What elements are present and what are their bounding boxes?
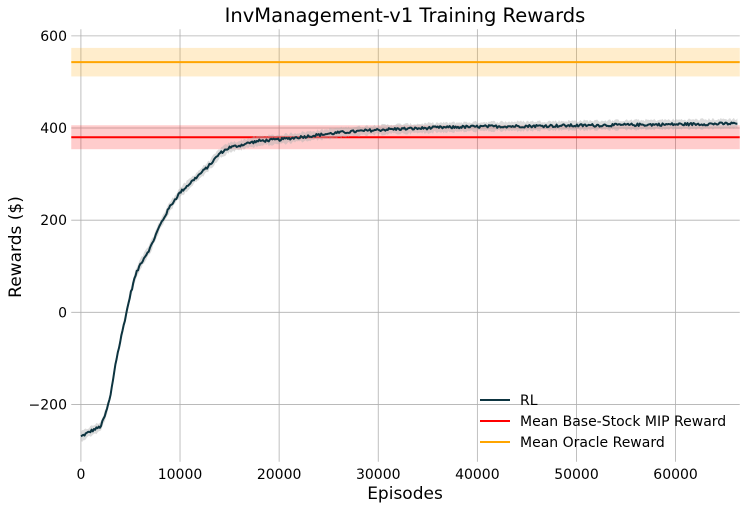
legend-label-mean-base-stock-mip-reward: Mean Base-Stock MIP Reward xyxy=(520,414,726,430)
legend-label-mean-oracle-reward: Mean Oracle Reward xyxy=(520,435,665,451)
x-tick-label: 40000 xyxy=(455,467,500,483)
x-tick-label: 60000 xyxy=(653,467,698,483)
plot-area: 0 10000 20000 30000 40000 50000 60000 −200 0 200 4… xyxy=(29,28,741,483)
x-tick-label: 0 xyxy=(76,467,85,483)
x-tick-label: 50000 xyxy=(554,467,599,483)
y-tick-label: 200 xyxy=(40,213,67,229)
y-tick-label: 400 xyxy=(40,121,67,137)
x-tick-label: 20000 xyxy=(257,467,302,483)
y-tick-label: 0 xyxy=(58,305,67,321)
plot-content xyxy=(71,29,740,462)
x-axis-title: Episodes xyxy=(367,484,443,504)
plot-frame xyxy=(70,28,741,463)
legend: RL Mean Base-Stock MIP Reward Mean Oracle … xyxy=(480,393,726,451)
y-tick-label: −200 xyxy=(29,397,67,413)
plot-background xyxy=(71,29,740,462)
y-tick-label: 600 xyxy=(40,29,67,45)
rl-line xyxy=(80,121,738,438)
y-axis-title: Rewards ($) xyxy=(6,196,26,298)
x-tick-label: 30000 xyxy=(356,467,401,483)
chart-title: InvManagement-v1 Training Rewards xyxy=(225,4,586,27)
legend-label-rl: RL xyxy=(520,393,538,409)
x-tick-label: 10000 xyxy=(158,467,203,483)
